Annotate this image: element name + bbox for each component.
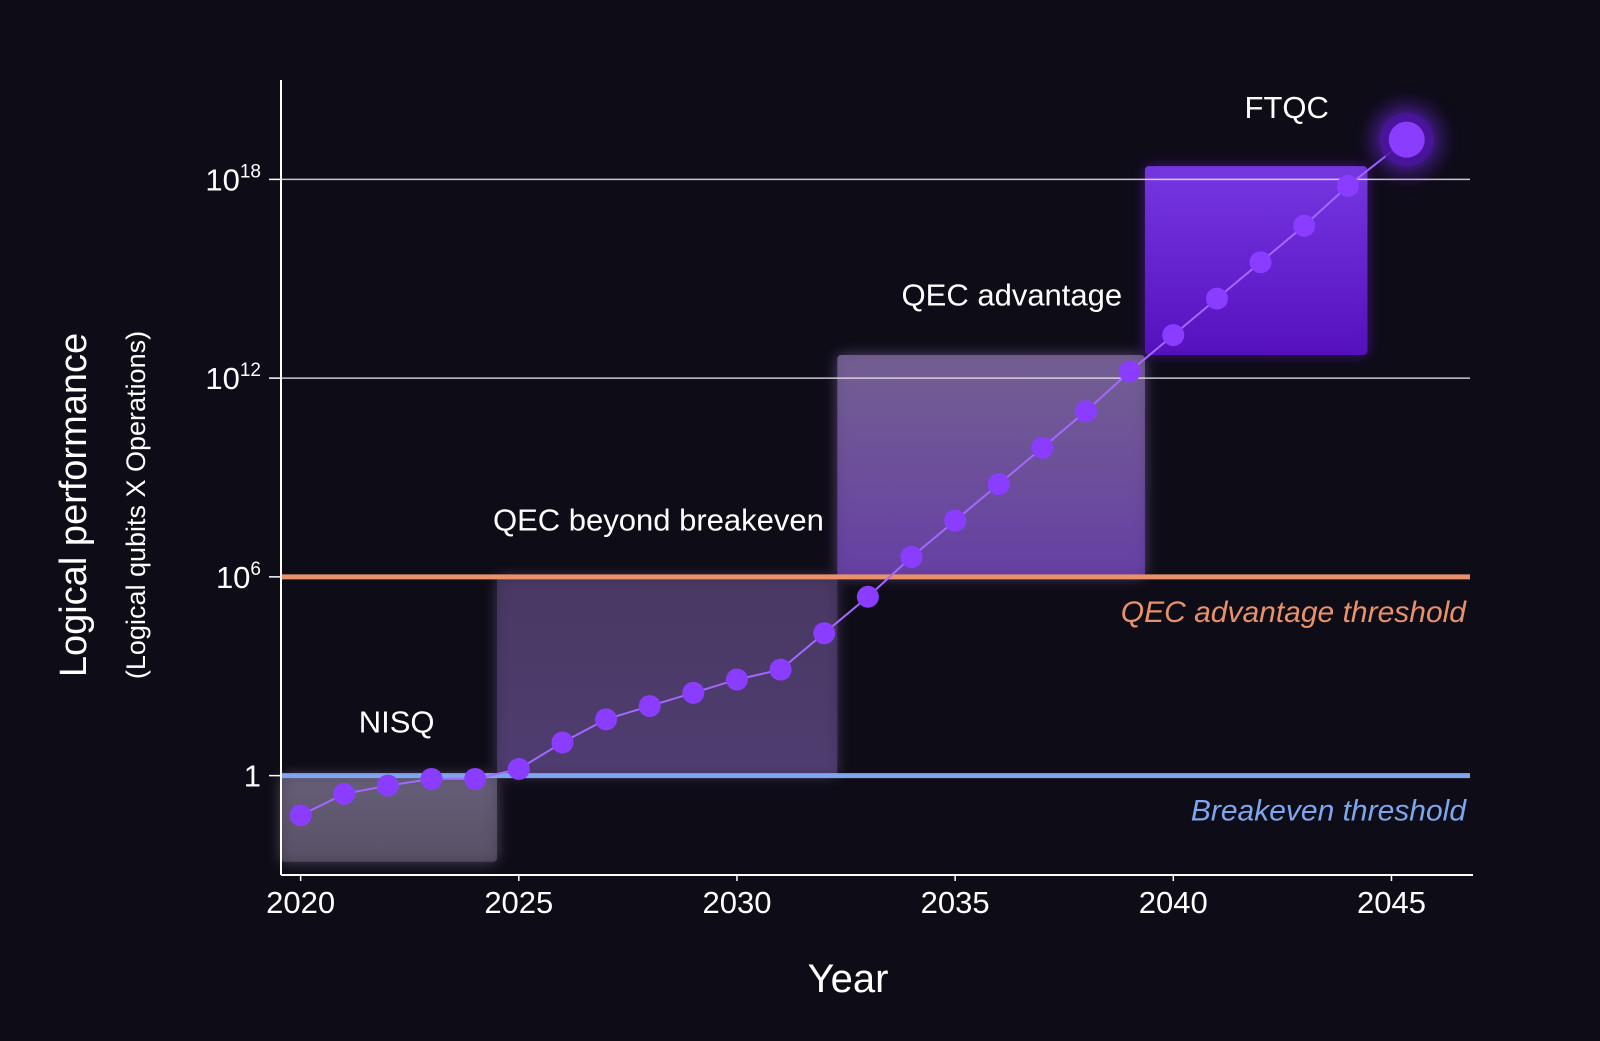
- region-label-qec-beyond-breakeven: QEC beyond breakeven: [493, 503, 824, 538]
- regions-layer: [281, 166, 1368, 862]
- data-point-1: [333, 782, 356, 805]
- data-point-16: [987, 473, 1010, 496]
- data-point-4: [464, 767, 487, 790]
- series-layer: [289, 105, 1441, 827]
- data-point-22: [1249, 251, 1272, 274]
- data-point-18: [1075, 400, 1098, 423]
- region-qec-beyond-breakeven: [496, 576, 838, 776]
- y-tick-label-6: 106: [216, 559, 261, 595]
- x-tick-label-2020: 2020: [266, 885, 335, 920]
- x-tick-label-2030: 2030: [702, 885, 771, 920]
- data-point-25: [1388, 121, 1425, 158]
- data-point-14: [900, 546, 923, 568]
- y-tick-label-18: 1018: [205, 161, 261, 197]
- data-point-3: [420, 767, 443, 790]
- labels-layer: NISQ QEC beyond breakeven QEC advantage FTQ…: [359, 90, 1468, 828]
- data-point-8: [638, 695, 661, 718]
- data-point-10: [725, 668, 748, 691]
- region-label-qec-advantage: QEC advantage: [902, 277, 1123, 312]
- data-point-20: [1162, 324, 1185, 347]
- threshold-label-breakeven-threshold: Breakeven threshold: [1191, 795, 1467, 828]
- data-point-7: [595, 708, 618, 731]
- axes-layer: 2020 2025 2030 2035 2040 2045 1 106 1012 1018: [205, 80, 1473, 920]
- y-tick-label-1: 1: [244, 759, 261, 794]
- x-tick-label-2035: 2035: [921, 885, 990, 920]
- data-point-13: [856, 585, 879, 608]
- data-point-15: [944, 509, 967, 532]
- data-point-24: [1336, 175, 1359, 197]
- grid-layer: [281, 178, 1470, 379]
- data-point-6: [551, 731, 574, 754]
- region-label-ftqc: FTQC: [1245, 90, 1329, 125]
- data-point-21: [1205, 287, 1228, 310]
- data-point-12: [813, 622, 836, 645]
- y-tick-label-12: 1012: [205, 360, 261, 396]
- data-point-0: [289, 804, 312, 827]
- y-axis-sublabel: (Logical qubits X Operations): [121, 331, 151, 679]
- x-tick-label-2045: 2045: [1357, 885, 1426, 920]
- x-tick-label-2040: 2040: [1139, 885, 1208, 920]
- data-point-9: [682, 681, 705, 704]
- region-qec-advantage: [837, 354, 1145, 577]
- region-label-nisq: NISQ: [359, 705, 435, 740]
- x-axis-label: Year: [808, 957, 889, 1001]
- data-point-19: [1118, 360, 1141, 383]
- threshold-label-qec-advantage-threshold: QEC advantage threshold: [1121, 596, 1468, 629]
- y-axis-label: Logical performance: [53, 333, 95, 677]
- data-point-5: [507, 758, 530, 780]
- x-tick-label-2025: 2025: [484, 885, 553, 920]
- data-point-17: [1031, 436, 1054, 459]
- data-point-2: [376, 774, 399, 797]
- data-point-11: [769, 658, 792, 681]
- data-point-23: [1293, 214, 1316, 237]
